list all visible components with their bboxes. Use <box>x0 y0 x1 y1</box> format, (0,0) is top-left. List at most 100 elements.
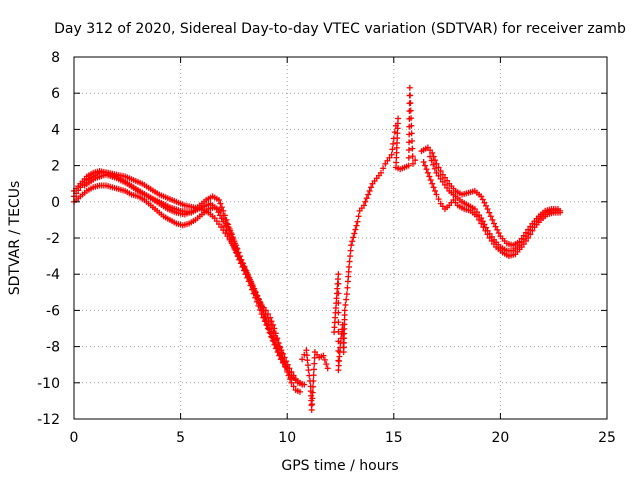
data-point-marker <box>335 280 342 287</box>
data-point-marker <box>491 220 498 227</box>
data-point-marker <box>473 209 480 216</box>
data-point-marker <box>441 174 448 181</box>
data-point-marker <box>478 215 485 222</box>
data-point-marker <box>527 227 534 234</box>
data-point-marker <box>213 218 220 225</box>
data-point-marker <box>220 218 227 225</box>
data-point-marker <box>386 154 393 161</box>
y-tick-label: -4 <box>46 267 60 283</box>
data-point-marker <box>486 209 493 216</box>
data-point-marker <box>305 367 312 374</box>
data-point-marker <box>557 207 564 214</box>
data-point-marker <box>287 376 294 383</box>
data-point-marker <box>366 187 373 194</box>
data-point-marker <box>308 406 315 413</box>
data-point-marker <box>533 218 540 225</box>
data-point-marker <box>231 245 238 252</box>
data-point-marker <box>273 336 280 343</box>
data-point-marker <box>288 379 295 386</box>
data-point-marker <box>489 216 496 223</box>
series-track-4 <box>81 171 297 381</box>
data-point-marker <box>276 343 283 350</box>
data-point-marker <box>360 202 367 209</box>
data-point-marker <box>432 187 439 194</box>
data-point-marker <box>346 258 353 265</box>
data-point-marker <box>282 363 289 370</box>
data-point-marker <box>335 328 342 335</box>
data-point-marker <box>384 157 391 164</box>
x-tick-label: 10 <box>278 430 296 446</box>
data-point-marker <box>437 168 444 175</box>
data-point-marker <box>424 169 431 176</box>
data-point-marker <box>218 224 225 231</box>
data-point-marker <box>390 140 397 147</box>
data-point-marker <box>223 226 230 233</box>
data-point-marker <box>228 238 235 245</box>
data-point-marker <box>309 383 316 390</box>
data-point-marker <box>409 153 416 160</box>
data-point-marker <box>275 339 282 346</box>
data-point-marker <box>242 271 249 278</box>
data-point-marker <box>320 352 327 359</box>
series-track-9 <box>427 153 564 254</box>
x-tick-label: 25 <box>598 430 616 446</box>
data-point-marker <box>217 212 224 219</box>
data-point-marker <box>495 230 502 237</box>
data-point-marker <box>365 191 372 198</box>
data-point-marker <box>429 180 436 187</box>
y-tick-label: 0 <box>51 195 60 211</box>
data-point-marker <box>479 196 486 203</box>
data-point-marker <box>353 222 360 229</box>
data-point-marker <box>484 227 491 234</box>
y-tick-label: -12 <box>37 412 60 428</box>
data-point-marker <box>252 294 259 301</box>
tick-labels: 0 5 10 15 20 25 -12 -10 -8 -6 -4 -2 0 2 4 6 8 <box>37 50 616 446</box>
series-track-5 <box>299 347 331 413</box>
data-point-marker <box>299 381 306 388</box>
data-point-marker <box>408 115 415 122</box>
data-point-marker <box>217 200 224 207</box>
data-point-marker <box>486 230 493 237</box>
data-point-marker <box>279 350 286 357</box>
data-point-marker <box>433 160 440 167</box>
data-point-marker <box>435 164 442 171</box>
data-point-marker <box>525 230 532 237</box>
data-point-marker <box>296 388 303 395</box>
y-tick-label: -2 <box>46 231 60 247</box>
data-point-marker <box>263 321 270 328</box>
y-tick-label: 6 <box>51 86 60 102</box>
data-point-marker <box>324 365 331 372</box>
data-point-marker <box>342 301 349 308</box>
data-point-marker <box>363 195 370 202</box>
data-point-marker <box>247 282 254 289</box>
data-point-marker <box>520 236 527 243</box>
data-point-marker <box>225 230 232 237</box>
data-point-marker <box>441 181 448 188</box>
data-point-marker <box>409 137 416 144</box>
data-point-marker <box>351 230 358 237</box>
data-point-marker <box>229 242 236 249</box>
data-point-marker <box>352 226 359 233</box>
data-point-marker <box>215 209 222 216</box>
data-point-marker <box>309 389 316 396</box>
data-point-marker <box>344 284 351 291</box>
data-point-marker <box>362 198 369 205</box>
data-point-marker <box>429 149 436 156</box>
data-point-marker <box>412 157 419 164</box>
data-point-marker <box>245 278 252 285</box>
data-point-marker <box>257 306 264 313</box>
data-point-marker <box>492 223 499 230</box>
data-point-marker <box>380 165 387 172</box>
data-point-marker <box>408 122 415 129</box>
data-point-marker <box>479 218 486 225</box>
data-point-marker <box>335 271 342 278</box>
data-point-marker <box>249 286 256 293</box>
data-point-marker <box>428 157 435 164</box>
series-track-2 <box>71 168 308 388</box>
data-point-marker <box>310 372 317 379</box>
data-point-marker <box>279 359 286 366</box>
data-point-marker <box>309 401 316 408</box>
data-point-marker <box>483 202 490 209</box>
data-point-marker <box>349 238 356 245</box>
data-point-marker <box>310 377 317 384</box>
